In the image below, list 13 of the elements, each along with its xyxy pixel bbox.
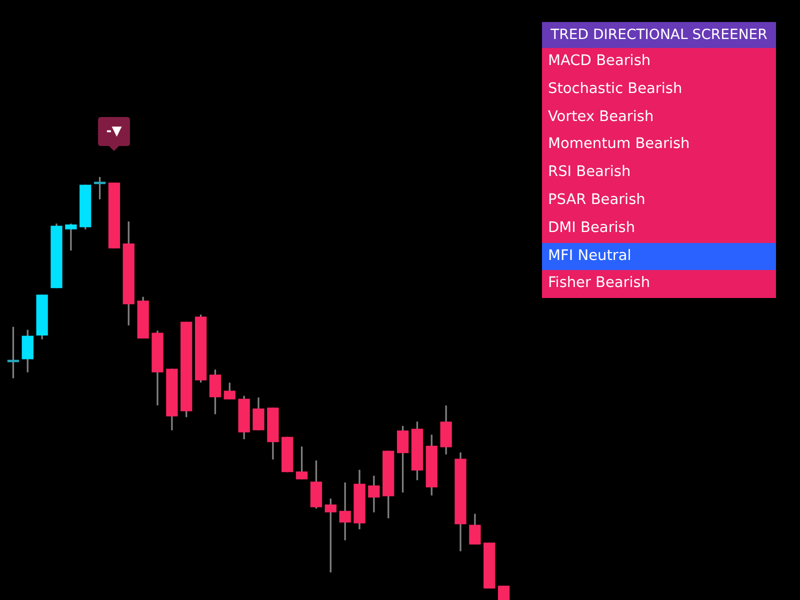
category-label: Momentum Bearish (542, 131, 776, 160)
category-label: Stochastic Bearish (542, 76, 776, 104)
category-label: RSI Bearish (542, 159, 776, 187)
candlestick (339, 482, 351, 540)
category-label: MACD Bearish (542, 48, 776, 76)
text: TRED DIRECTIONAL SCREENER (542, 22, 776, 48)
text: -▼ (106, 124, 122, 139)
category-label: MFI Neutral (542, 242, 776, 270)
category-label: Fisher Bearish (542, 270, 776, 298)
category-label: PSAR Bearish (542, 186, 776, 215)
category-label: DMI Bearish (542, 214, 776, 243)
candlestick (65, 224, 77, 251)
category-label: Vortex Bearish (542, 104, 776, 132)
